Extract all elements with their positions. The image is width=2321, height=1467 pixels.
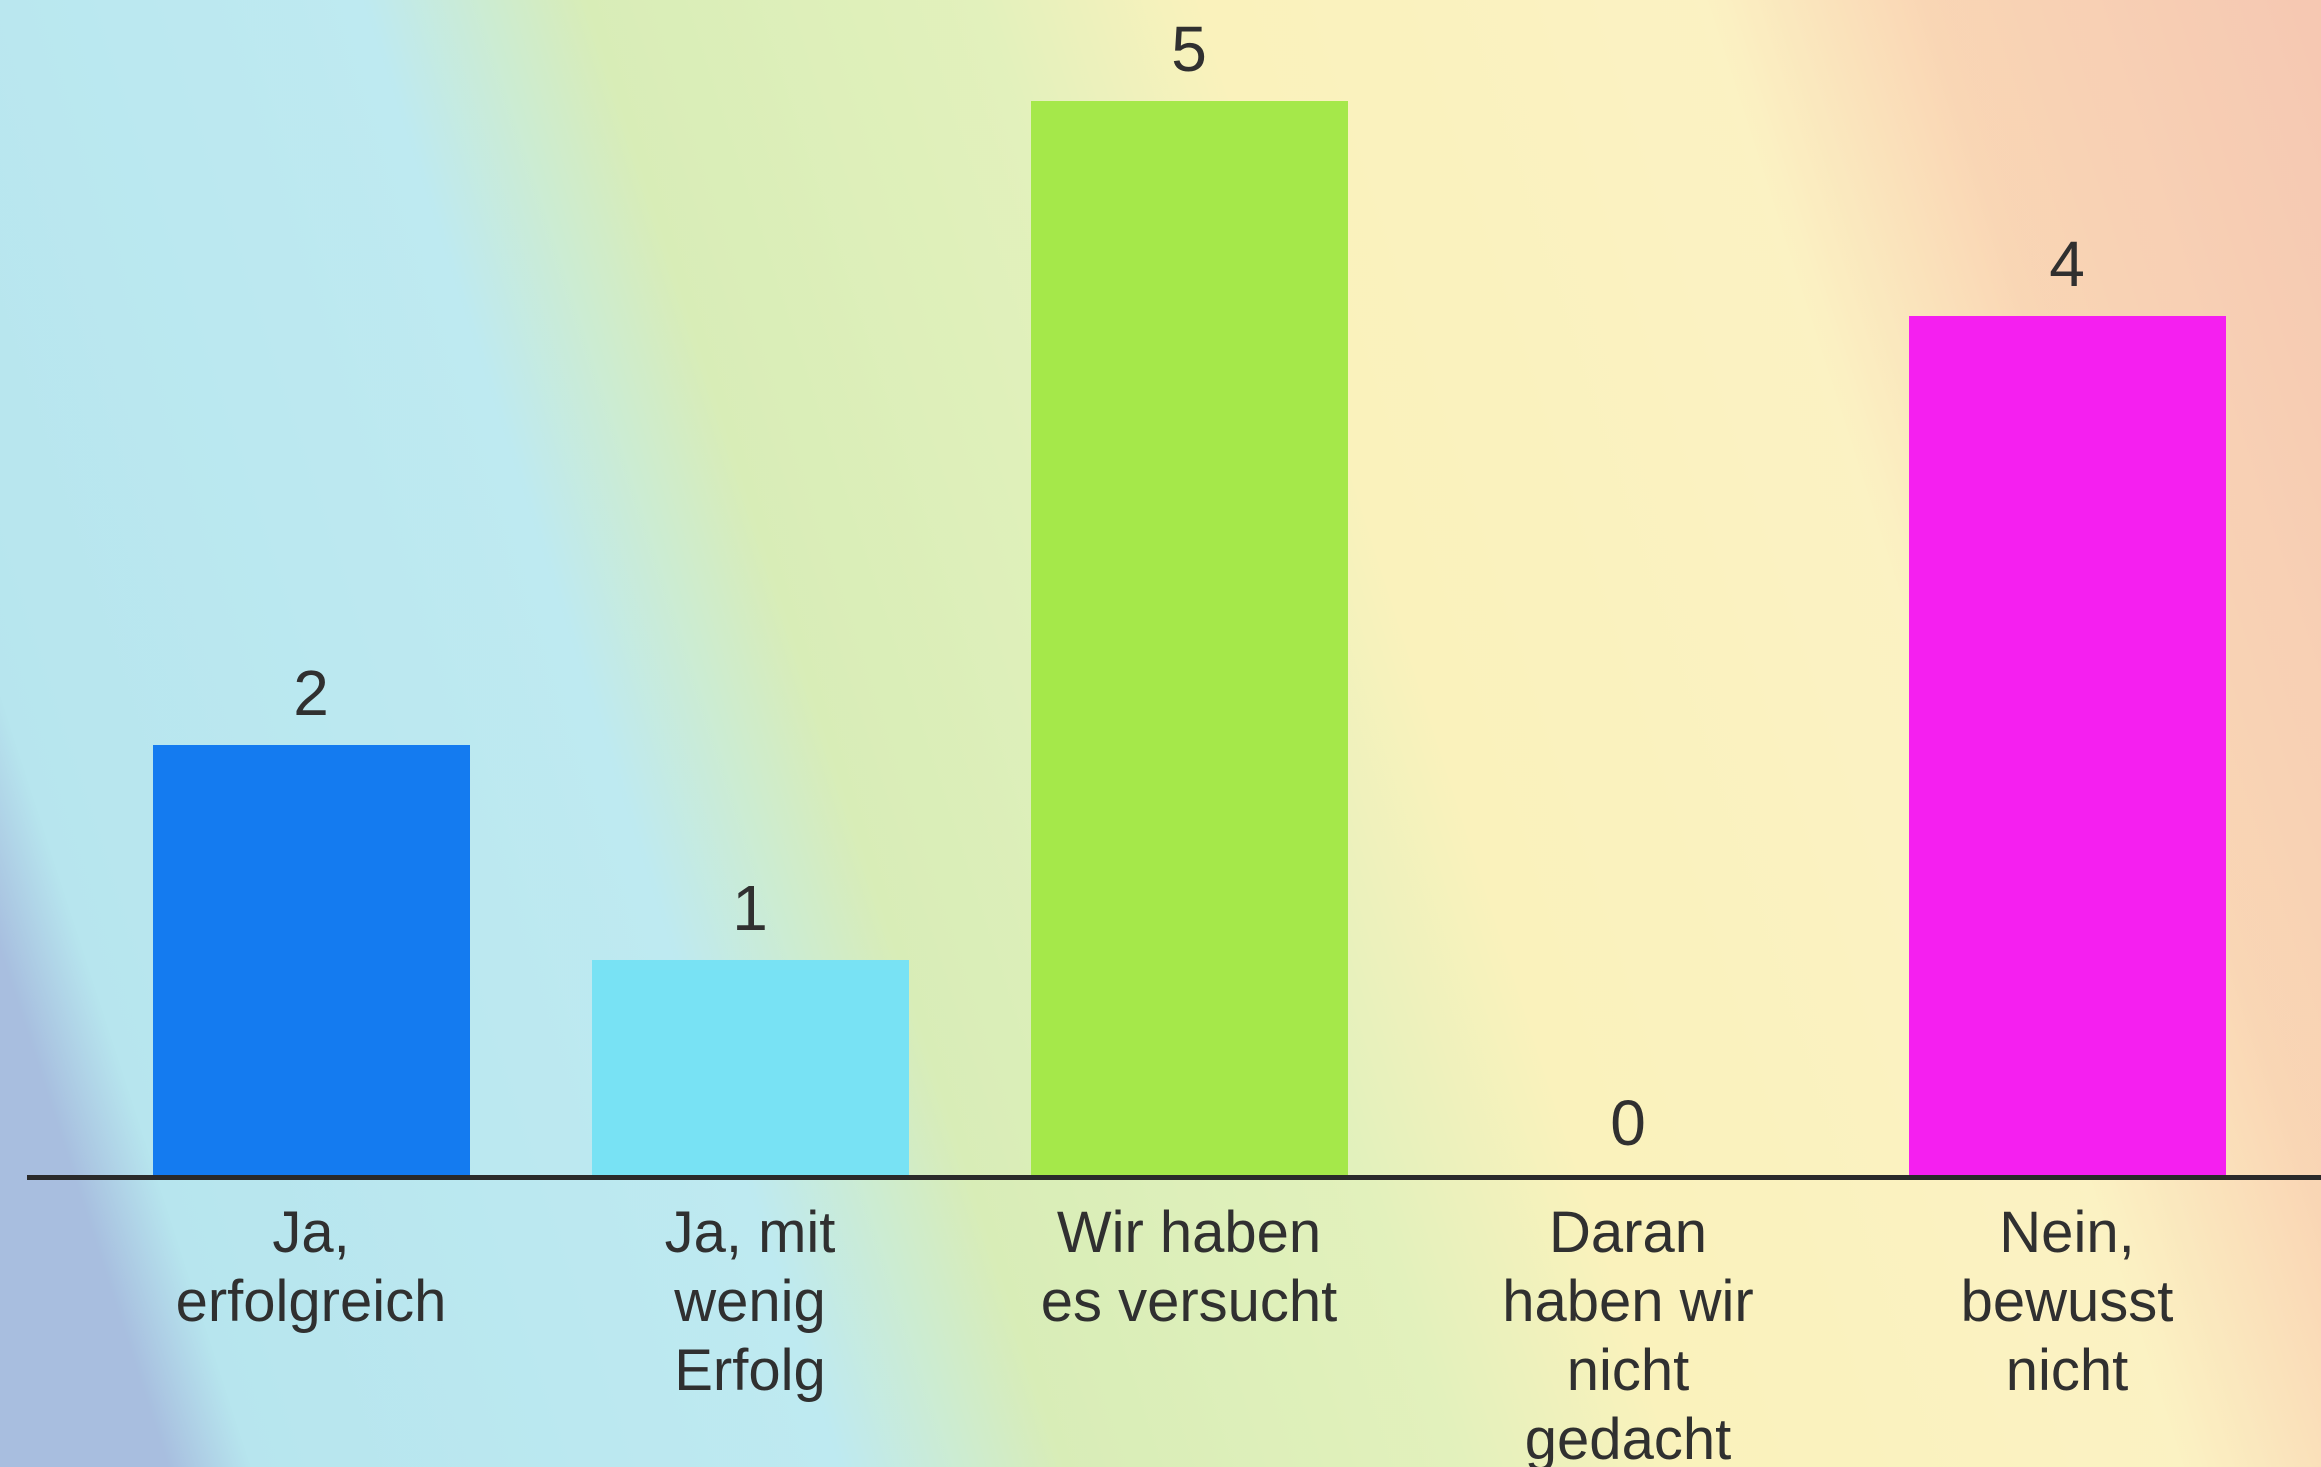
bar xyxy=(1909,316,2226,1175)
x-tick-label: Wir haben es versucht xyxy=(979,1198,1399,1336)
bar xyxy=(153,745,470,1175)
x-tick-label: Ja, mit wenig Erfolg xyxy=(540,1198,960,1405)
value-label: 4 xyxy=(1967,232,2167,296)
x-tick-label: Nein, bewusst nicht xyxy=(1857,1198,2277,1405)
axis-line xyxy=(27,1175,2321,1180)
bar xyxy=(1031,101,1348,1175)
value-label: 5 xyxy=(1089,17,1289,81)
value-label: 2 xyxy=(211,661,411,725)
x-tick-label: Daran haben wir nicht gedacht xyxy=(1418,1198,1838,1467)
value-label: 1 xyxy=(650,876,850,940)
bar xyxy=(592,960,909,1175)
value-label: 0 xyxy=(1528,1091,1728,1155)
chart: 2 Ja, erfolgreich 1 Ja, mit wenig Erfolg 5 Wi… xyxy=(0,0,2321,1467)
x-tick-label: Ja, erfolgreich xyxy=(101,1198,521,1336)
